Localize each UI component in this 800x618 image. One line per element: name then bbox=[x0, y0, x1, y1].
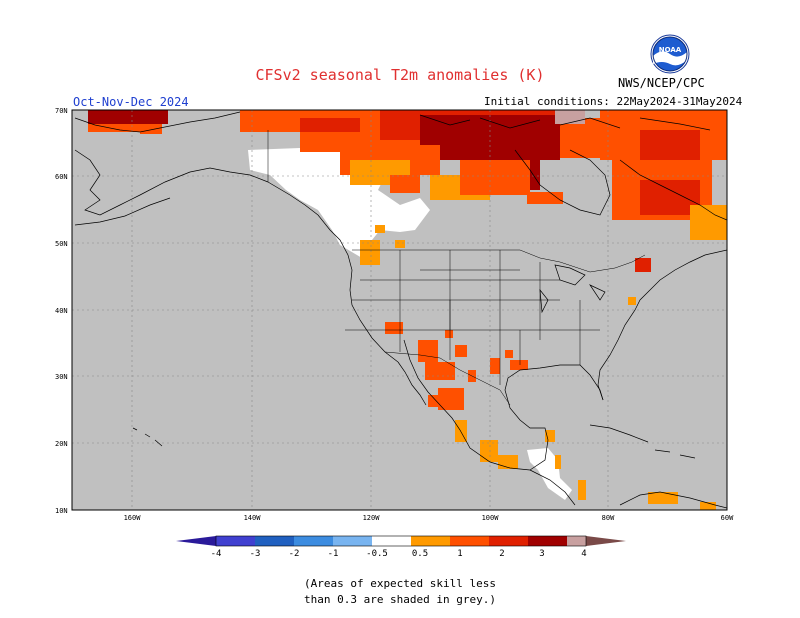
skill-note: (Areas of expected skill less than 0.3 a… bbox=[0, 576, 800, 608]
lat-label: 50N bbox=[55, 240, 68, 248]
lon-label: 160W bbox=[124, 514, 142, 522]
map-title: CFSv2 seasonal T2m anomalies (K) bbox=[255, 66, 545, 84]
colorbar-segment bbox=[450, 536, 489, 546]
colorbar-segment bbox=[567, 536, 586, 546]
lat-label: 70N bbox=[55, 107, 68, 115]
latitude-labels: 70N 60N 50N 40N 30N 20N 10N bbox=[55, 107, 68, 515]
lon-label: 100W bbox=[482, 514, 500, 522]
skill-note-line2: than 0.3 are shaded in grey.) bbox=[303, 593, 497, 606]
colorbar-label: -1 bbox=[328, 549, 339, 559]
colorbar-label: 0.5 bbox=[412, 549, 428, 559]
graticule bbox=[72, 110, 727, 510]
colorbar-label: -4 bbox=[211, 549, 222, 559]
colorbar: -4 -3 -2 -1 -0.5 0.5 1 2 3 4 bbox=[176, 535, 626, 559]
colorbar-label: -3 bbox=[250, 549, 261, 559]
lat-label: 30N bbox=[55, 373, 68, 381]
lon-label: 120W bbox=[363, 514, 381, 522]
colorbar-labels: -4 -3 -2 -1 -0.5 0.5 1 2 3 4 bbox=[211, 549, 587, 559]
skill-note-line1: (Areas of expected skill less bbox=[303, 577, 497, 590]
colorbar-segment bbox=[411, 536, 450, 546]
colorbar-label: 3 bbox=[539, 549, 544, 559]
forecast-period: Oct-Nov-Dec 2024 bbox=[73, 95, 189, 109]
lat-label: 20N bbox=[55, 440, 68, 448]
colorbar-label: 2 bbox=[499, 549, 504, 559]
svg-text:NOAA: NOAA bbox=[659, 46, 682, 54]
lon-label: 80W bbox=[602, 514, 615, 522]
colorbar-segment bbox=[294, 536, 333, 546]
colorbar-segment bbox=[372, 536, 411, 546]
noaa-logo: NOAA bbox=[650, 34, 690, 74]
political-borders bbox=[267, 130, 646, 406]
lat-label: 60N bbox=[55, 173, 68, 181]
lat-label: 40N bbox=[55, 307, 68, 315]
colorbar-segment bbox=[333, 536, 372, 546]
colorbar-label: -0.5 bbox=[366, 549, 388, 559]
coastlines bbox=[74, 111, 727, 509]
lon-label: 140W bbox=[244, 514, 262, 522]
colorbar-label: -2 bbox=[289, 549, 300, 559]
colorbar-label: 4 bbox=[581, 549, 586, 559]
colorbar-segment bbox=[216, 536, 255, 546]
colorbar-label: 1 bbox=[457, 549, 462, 559]
agency-label: NWS/NCEP/CPC bbox=[618, 76, 705, 90]
initial-conditions: Initial conditions: 22May2024-31May2024 bbox=[484, 95, 743, 108]
longitude-labels: 160W 140W 120W 100W 80W 60W bbox=[124, 514, 735, 522]
lon-label: 60W bbox=[721, 514, 734, 522]
colorbar-left-arrow bbox=[176, 536, 216, 546]
colorbar-segment bbox=[489, 536, 528, 546]
anomaly-cells bbox=[88, 110, 727, 510]
map-frame bbox=[71, 109, 728, 511]
colorbar-segment bbox=[255, 536, 294, 546]
colorbar-right-arrow bbox=[586, 536, 626, 546]
colorbar-segment bbox=[528, 536, 567, 546]
lat-label: 10N bbox=[55, 507, 68, 515]
